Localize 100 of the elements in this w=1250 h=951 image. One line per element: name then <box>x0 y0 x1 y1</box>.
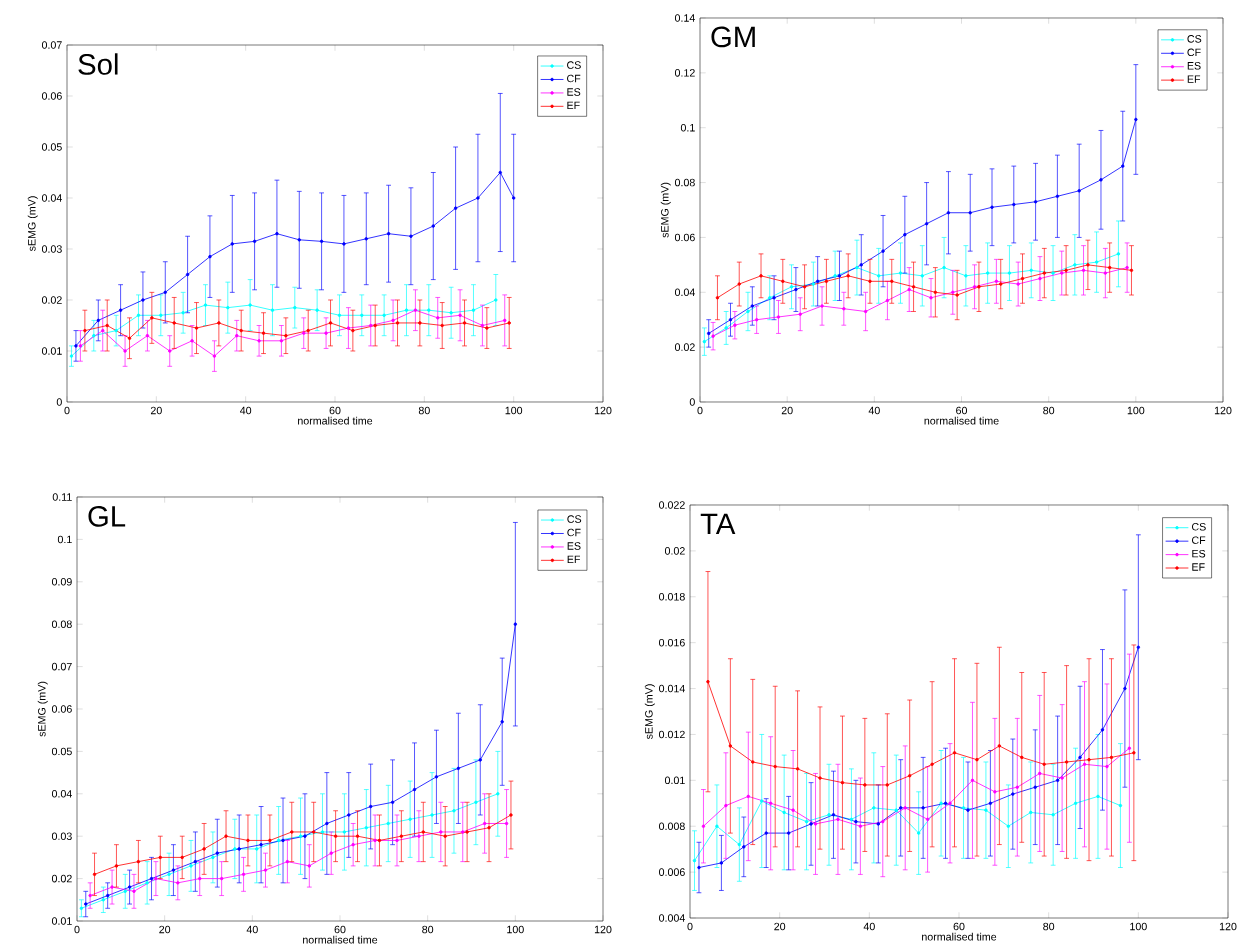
point <box>697 865 701 870</box>
point <box>351 328 355 333</box>
point <box>482 821 487 826</box>
point <box>715 296 720 300</box>
point <box>439 830 443 834</box>
point <box>859 263 863 267</box>
y-tick-label: 0.07 <box>41 41 62 49</box>
point <box>1020 755 1024 760</box>
point <box>776 315 781 319</box>
y-tick-label: 0.05 <box>41 143 62 151</box>
point <box>881 819 885 824</box>
point <box>377 838 382 843</box>
point <box>254 847 259 851</box>
point <box>999 282 1003 286</box>
point <box>150 316 154 320</box>
chart-title: Sol <box>78 53 118 75</box>
point <box>462 321 467 325</box>
point <box>818 776 822 780</box>
point <box>386 231 391 236</box>
point <box>285 859 290 864</box>
point <box>1042 762 1046 767</box>
point <box>868 279 872 284</box>
point <box>325 821 329 826</box>
y-tick-label: 0.008 <box>659 822 685 830</box>
point <box>997 744 1002 748</box>
point <box>154 876 158 881</box>
point <box>1121 164 1125 168</box>
point <box>504 821 509 826</box>
y-tick-label: 0.02 <box>51 874 72 883</box>
point <box>399 834 404 838</box>
point <box>259 842 263 847</box>
point <box>990 205 994 209</box>
point <box>1103 271 1108 275</box>
point <box>811 282 816 286</box>
x-tick-label: 60 <box>329 406 341 415</box>
y-tick-label: 0.14 <box>674 14 695 22</box>
legend-label: CS <box>1187 35 1202 43</box>
point <box>728 744 733 748</box>
point <box>1051 271 1055 275</box>
point <box>101 898 106 902</box>
x-tick-label: 20 <box>781 406 793 415</box>
point <box>114 864 119 868</box>
point <box>1132 751 1136 755</box>
y-tick-label: 0.09 <box>51 578 72 586</box>
point <box>513 622 518 626</box>
y-tick-label: 0.03 <box>51 832 72 840</box>
point <box>890 279 894 284</box>
legend-label: CS <box>1191 522 1206 531</box>
point <box>127 885 132 889</box>
legend-label: CF <box>567 74 581 83</box>
point <box>1082 762 1087 767</box>
point <box>701 824 706 828</box>
point <box>306 328 310 333</box>
point <box>692 858 697 863</box>
point <box>1134 117 1138 122</box>
point <box>212 354 217 358</box>
point <box>1077 189 1081 193</box>
y-tick-label: 0.08 <box>674 178 695 187</box>
point <box>360 313 364 318</box>
point <box>1016 282 1020 286</box>
point <box>337 313 342 318</box>
point <box>123 349 127 353</box>
point <box>1037 771 1042 776</box>
point <box>496 792 500 796</box>
point <box>176 881 180 885</box>
point <box>194 326 199 330</box>
point <box>920 274 925 278</box>
y-tick-label: 0.012 <box>659 730 685 739</box>
x-tick-label: 0 <box>697 406 703 415</box>
point <box>404 308 409 312</box>
y-tick-label: 0.014 <box>659 684 685 693</box>
point <box>820 304 824 308</box>
x-tick-label: 120 <box>1219 922 1237 931</box>
x-tick-label: 100 <box>1130 922 1147 931</box>
legend-label: CF <box>567 528 581 537</box>
point <box>408 817 412 821</box>
point <box>284 333 288 338</box>
point <box>1060 776 1064 780</box>
point <box>994 279 999 284</box>
point <box>1060 271 1064 275</box>
point <box>101 328 105 333</box>
point <box>1015 785 1020 789</box>
point <box>798 312 802 316</box>
point <box>219 876 224 881</box>
chart-title: GL <box>88 505 126 527</box>
point <box>503 318 507 323</box>
point <box>110 885 114 889</box>
point <box>1055 778 1060 783</box>
point <box>903 806 907 810</box>
y-tick-label: 0.06 <box>51 705 72 713</box>
point <box>145 881 149 885</box>
point <box>141 298 145 302</box>
point <box>69 354 74 358</box>
point <box>307 864 312 868</box>
point <box>293 305 297 310</box>
point <box>500 719 504 724</box>
point <box>791 808 795 812</box>
point <box>303 834 307 838</box>
legend-label: EF <box>567 555 581 563</box>
point <box>329 851 333 855</box>
